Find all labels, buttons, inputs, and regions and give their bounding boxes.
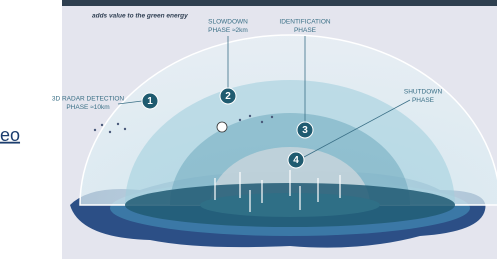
grid-base [200,193,380,217]
phase-number: 2 [225,91,231,102]
phase-number: 4 [293,155,299,166]
phase-label: PHASE [412,97,435,104]
radar-icon [217,122,227,132]
phase-number: 1 [147,96,153,107]
tagline: adds value to the green energy [92,13,188,20]
top-border [62,0,497,6]
video-link[interactable]: eo [0,125,20,145]
phase-label: PHASE ≈10km [66,104,109,111]
screenshot: eo adds value to the green energy 3D RAD… [0,0,497,259]
phase-label: PHASE ≈2km [208,27,248,34]
phase-label: SLOWDOWN [208,19,248,26]
phase-label: SHUTDOWN [404,89,443,96]
phase-label: IDENTIFICATION [279,19,330,26]
phase-label: 3D RADAR DETECTION [52,96,125,103]
phase-label: PHASE [294,27,317,34]
phase-number: 3 [302,125,308,136]
